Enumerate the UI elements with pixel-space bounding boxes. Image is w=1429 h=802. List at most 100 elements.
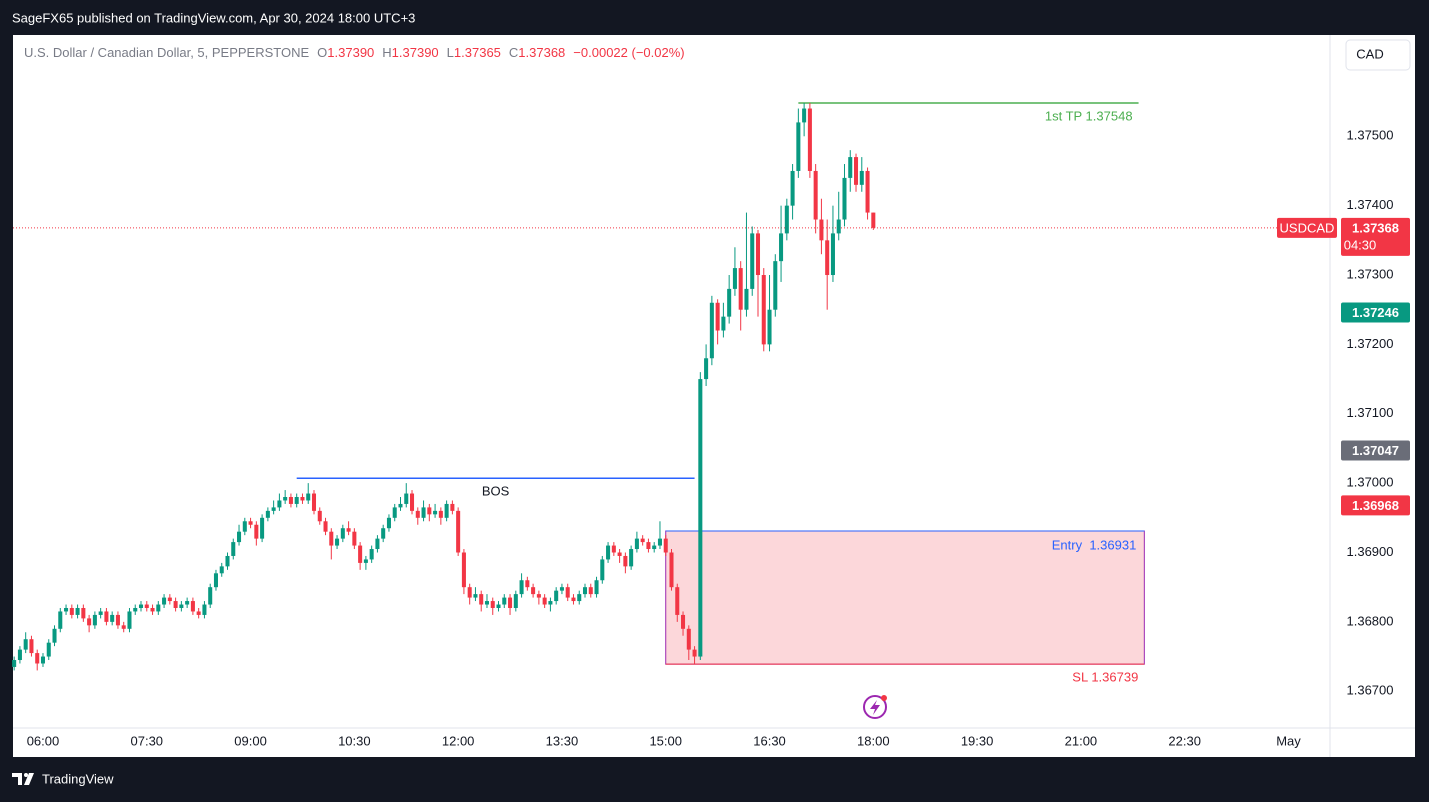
y-tick-label: 1.36800: [1347, 613, 1394, 628]
x-tick-label: 15:00: [649, 733, 682, 748]
candle-body: [40, 656, 46, 664]
candle-body: [404, 493, 409, 504]
candle-body: [369, 549, 374, 560]
candle-body: [577, 594, 582, 602]
candle-body: [467, 587, 472, 598]
candle-body: [732, 268, 737, 289]
x-tick-label: 16:30: [753, 733, 786, 748]
candle-body: [410, 493, 415, 511]
candle-body: [46, 642, 51, 657]
y-tick-label: 1.37200: [1347, 336, 1394, 351]
candle-body: [340, 528, 345, 539]
candle-body: [594, 580, 599, 595]
legend: U.S. Dollar / Canadian Dollar, 5, PEPPER…: [24, 45, 685, 60]
candle-body: [294, 497, 299, 504]
y-tick-label: 1.37100: [1347, 405, 1394, 420]
candle-body: [438, 510, 443, 518]
candle-body: [254, 524, 259, 539]
candle-body: [433, 510, 438, 515]
price-label: 1.37047: [1352, 443, 1399, 458]
x-tick-label: 06:00: [27, 733, 60, 748]
candle-body: [784, 205, 789, 234]
tv-logo: TradingView: [12, 771, 114, 786]
y-tick-label: 1.37400: [1347, 197, 1394, 212]
candle-body: [381, 528, 386, 539]
candle-body: [865, 170, 870, 213]
candle-body: [167, 597, 172, 602]
legend-key: L: [447, 45, 454, 60]
x-tick-label: 19:30: [961, 733, 994, 748]
x-tick-label: 21:00: [1065, 733, 1098, 748]
candle-body: [64, 607, 69, 612]
legend-value: 1.37368: [518, 45, 565, 60]
candle-body: [196, 611, 201, 615]
candle-body: [173, 601, 178, 608]
candle-body: [565, 587, 570, 598]
legend-value: 1.37390: [392, 45, 439, 60]
candle-body: [121, 625, 126, 629]
candle-body: [421, 507, 426, 518]
last-price-box: [1341, 217, 1410, 256]
candle-body: [617, 552, 622, 556]
candle-body: [600, 559, 605, 581]
candle-body: [87, 618, 92, 626]
candle-body: [738, 268, 743, 310]
candle-body: [652, 545, 657, 550]
flash-icon[interactable]: [863, 695, 887, 719]
candle-body: [52, 628, 57, 643]
flash-circle[interactable]: [863, 695, 887, 719]
y-tick-label: 1.37000: [1347, 475, 1394, 490]
candle-body: [75, 607, 80, 615]
candle-body: [542, 597, 547, 605]
candle-body: [115, 614, 120, 626]
candle-body: [761, 275, 766, 345]
candle-body: [623, 555, 628, 567]
candle-body: [536, 594, 541, 598]
candle-body: [150, 607, 155, 612]
candle-body: [277, 500, 282, 508]
candle-body: [859, 170, 864, 185]
x-tick-label: 18:00: [857, 733, 890, 748]
y-tick-label: 1.36700: [1347, 683, 1394, 698]
candle-body: [317, 510, 322, 522]
candle-body: [727, 288, 732, 317]
candle-body: [392, 507, 397, 518]
symbol-tag: [1277, 217, 1337, 238]
candle-body: [144, 604, 149, 608]
x-tick-label: 22:30: [1168, 733, 1201, 748]
candle-body: [646, 542, 651, 550]
candle-body: [352, 531, 357, 546]
flash-dot[interactable]: [881, 695, 887, 701]
candle-body: [588, 587, 593, 595]
candle-body: [559, 587, 564, 591]
candle-body: [179, 604, 184, 608]
candle-body: [329, 531, 334, 546]
y-tick-label: 1.37500: [1347, 128, 1394, 143]
candle-body: [663, 538, 668, 553]
candle-body: [242, 521, 247, 532]
currency-label[interactable]: CAD: [1356, 46, 1383, 61]
flash-bolt[interactable]: [870, 700, 880, 715]
candle-body: [23, 639, 28, 650]
candle-body: [802, 108, 807, 123]
candle-body: [813, 170, 818, 220]
candle-body: [640, 538, 645, 543]
x-tick-label: 10:30: [338, 733, 371, 748]
candle-body: [156, 604, 161, 612]
plot: U.S. Dollar / Canadian Dollar, 5, PEPPER…: [12, 45, 1410, 748]
logo-slash: [24, 773, 34, 785]
candle-body: [346, 528, 351, 532]
candle-body: [704, 358, 709, 380]
candle-body: [571, 597, 576, 602]
candle-body: [681, 614, 686, 629]
symbol-tag-label: USDCAD: [1280, 220, 1335, 235]
x-tick-label: 07:30: [131, 733, 164, 748]
candle-body: [675, 587, 680, 615]
candle-body: [427, 507, 432, 515]
candle-body: [300, 497, 305, 501]
candle-body: [830, 233, 835, 276]
currency-button[interactable]: [1345, 39, 1411, 71]
candle-body: [842, 177, 847, 220]
candle-body: [98, 611, 103, 615]
candle-body: [779, 233, 784, 262]
